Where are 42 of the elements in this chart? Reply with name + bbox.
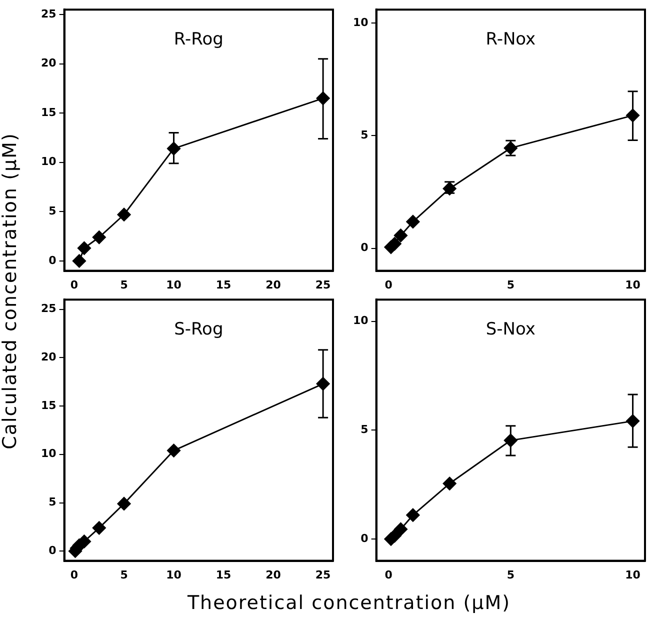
y-tick-label: 5: [360, 423, 368, 436]
y-tick-label: 25: [40, 302, 56, 316]
y-tick-label: 0: [48, 254, 57, 267]
x-tick-label: 20: [266, 568, 282, 582]
y-tick-label: 5: [48, 496, 56, 509]
y-tick-label: 10: [40, 447, 57, 460]
x-tick-label: 10: [166, 568, 182, 582]
y-tick-label: 15: [40, 398, 56, 412]
text: S-Rog: [174, 320, 224, 340]
y-tick-label: 20: [40, 350, 57, 364]
x-tick-label: 0: [70, 278, 78, 292]
y-tick-label: 0: [360, 241, 369, 254]
y-tick-label: 25: [40, 7, 56, 20]
x-tick-label: 10: [166, 278, 182, 292]
x-tick-label: 0: [70, 568, 78, 582]
y-tick-label: 15: [40, 106, 56, 119]
x-tick-label: 5: [120, 568, 128, 582]
x-tick-label: 5: [506, 568, 514, 582]
x-axis-title: Theoretical concentration (μM): [186, 592, 512, 614]
y-tick-label: 0: [48, 544, 57, 557]
x-tick-label: 5: [120, 278, 128, 292]
x-tick-label: 20: [266, 278, 282, 292]
y-tick-label: 10: [352, 314, 369, 328]
y-axis-title: Calculated concentration (μM): [0, 132, 21, 452]
x-tick-label: 25: [315, 568, 331, 582]
y-tick-label: 10: [352, 16, 369, 29]
text: S-Nox: [486, 320, 536, 340]
y-tick-label: 0: [360, 532, 369, 545]
y-tick-label: 5: [48, 204, 56, 218]
x-tick-label: 15: [216, 568, 232, 582]
x-tick-label: 5: [506, 278, 514, 292]
x-tick-label: 10: [625, 568, 641, 582]
x-tick-label: 25: [315, 278, 331, 292]
x-tick-label: 0: [384, 568, 393, 582]
y-tick-label: 20: [40, 56, 57, 70]
x-tick-label: 10: [625, 278, 641, 292]
x-tick-label: 0: [384, 278, 393, 292]
text: R-Rog: [174, 30, 224, 50]
text: R-Nox: [486, 30, 536, 50]
y-tick-label: 5: [360, 128, 368, 142]
x-tick-label: 15: [216, 278, 232, 292]
y-tick-label: 10: [40, 155, 57, 168]
